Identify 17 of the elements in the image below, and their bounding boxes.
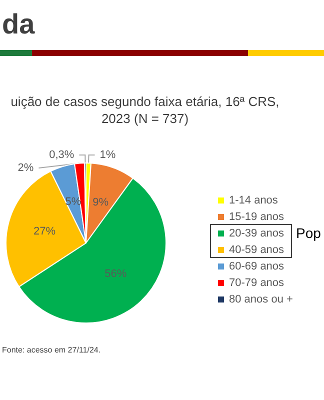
data-label: 1% (100, 149, 116, 162)
legend-label: 20-39 anos (229, 228, 285, 240)
text: da (2, 8, 36, 40)
data-label: 9% (92, 196, 109, 209)
data-label: 56% (104, 268, 127, 280)
legend-label: 1-14 anos (229, 194, 278, 206)
legend-label: 70-79 anos (229, 277, 285, 289)
chart-title: uição de casos segundo faixa etária, 16ª CRS, 2023 (N = 737) (10, 94, 280, 126)
legend-label: 15-19 anos (229, 211, 285, 223)
data-label: 2% (18, 162, 34, 174)
data-label: 0,3% (49, 149, 74, 162)
legend-label: 40-59 anos (229, 244, 285, 256)
text: Pop (296, 225, 322, 241)
legend-label: 60-69 anos (229, 260, 285, 272)
legend-label: 80 anos ou + (229, 294, 293, 306)
data-label: 27% (34, 226, 56, 238)
source-note: Fonte: acesso em 27/11/24. (2, 346, 101, 354)
